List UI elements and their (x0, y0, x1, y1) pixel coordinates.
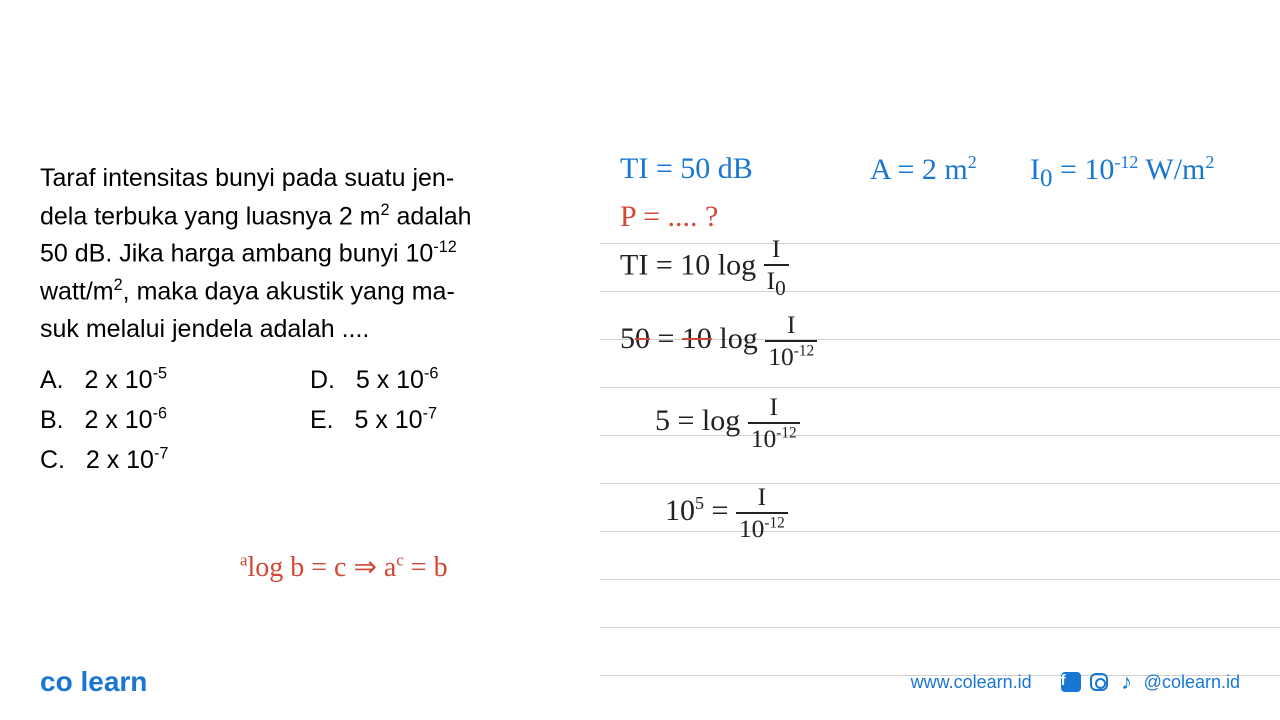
w2-strike0: 0 (635, 322, 650, 355)
option-d: D. 5 x 10-6 (310, 360, 580, 400)
given-a: A = 2 m2 (870, 152, 977, 187)
w2-50: 50 (620, 322, 650, 355)
footer: co learn www.colearn.id f ♪ @colearn.id (0, 666, 1280, 698)
w2-den-sup: -12 (794, 343, 814, 360)
i0-suffix: W/m (1138, 153, 1205, 186)
social-handle: @colearn.id (1144, 672, 1240, 693)
question-text: Taraf intensitas bunyi pada suatu jen- d… (40, 160, 580, 348)
opt-c-base: 2 x 10 (86, 446, 154, 474)
i0-sup: -12 (1114, 152, 1138, 172)
q-line5: suk melalui jendela adalah .... (40, 315, 369, 343)
q-line1: Taraf intensitas bunyi pada suatu jen- (40, 164, 454, 192)
opt-d-base: 5 x 10 (356, 366, 424, 394)
opt-b-label: B. (40, 406, 64, 434)
w2-log: log (712, 322, 765, 355)
options-col-right: D. 5 x 10-6 E. 5 x 10-7 (310, 360, 580, 480)
w3-den-base: 10 (751, 424, 777, 453)
given-a-prefix: A = 2 m (870, 153, 968, 186)
opt-d-exp: -6 (424, 365, 438, 383)
q-line4b: , maka daya akustik yang ma- (123, 277, 455, 305)
social-icons: f ♪ @colearn.id (1060, 671, 1240, 693)
work-line-3: 5 = log I10-12 (655, 392, 800, 454)
opt-e-exp: -7 (423, 405, 437, 423)
w4-prefix: 10 (665, 494, 695, 527)
w4-den-base: 10 (739, 514, 765, 543)
colearn-logo: co learn (40, 666, 147, 698)
opt-c-label: C. (40, 446, 65, 474)
w3-frac: I10-12 (748, 392, 800, 454)
given-i0: I0 = 10-12 W/m2 (1030, 152, 1214, 193)
w4-den-sup: -12 (764, 515, 784, 532)
given-a-sup: 2 (968, 152, 977, 172)
q-sup1: 2 (381, 201, 390, 219)
opt-e-label: E. (310, 406, 334, 434)
logo-prefix: co (40, 666, 73, 697)
i0-prefix: I (1030, 153, 1040, 186)
opt-e-base: 5 x 10 (354, 406, 422, 434)
website-url: www.colearn.id (911, 672, 1032, 693)
formula-sup2: c (396, 551, 403, 570)
i0-mid: = 10 (1053, 153, 1115, 186)
opt-a-exp: -5 (153, 365, 167, 383)
opt-b-base: 2 x 10 (84, 406, 152, 434)
work-line-1: TI = 10 log II0 (620, 234, 789, 301)
paper-line (600, 580, 1280, 628)
w2-strike10: 10 (682, 322, 712, 355)
formula-main: log b = c ⇒ a (247, 552, 396, 583)
question-column: Taraf intensitas bunyi pada suatu jen- d… (40, 160, 600, 584)
given-ti: TI = 50 dB (620, 152, 753, 186)
w1-num: I (764, 234, 789, 266)
formula-suffix: = b (404, 552, 448, 583)
option-c: C. 2 x 10-7 (40, 440, 310, 480)
q-line2b: adalah (390, 202, 472, 230)
w1-den-prefix: I (767, 266, 776, 295)
facebook-icon: f (1060, 671, 1082, 693)
w4-frac: I10-12 (736, 482, 788, 544)
asked-p: P = .... ? (620, 200, 718, 234)
q-line2a: dela terbuka yang luasnya 2 m (40, 202, 381, 230)
q-line3a: 50 dB. Jika harga ambang bunyi 10 (40, 240, 433, 268)
q-sup3: 2 (114, 276, 123, 294)
opt-a-base: 2 x 10 (84, 366, 152, 394)
w2-den-base: 10 (768, 342, 794, 371)
w4-num: I (736, 482, 788, 514)
work-line-2: 50 = 10 log I10-12 (620, 310, 817, 372)
opt-b-exp: -6 (153, 405, 167, 423)
q-line4a: watt/m (40, 277, 114, 305)
w2-eq: = (650, 322, 682, 355)
w3-num: I (748, 392, 800, 424)
w1-den: I0 (764, 266, 789, 301)
w4-den: 10-12 (736, 514, 788, 544)
tiktok-icon: ♪ (1116, 671, 1138, 693)
w1-frac: II0 (764, 234, 789, 301)
options-col-left: A. 2 x 10-5 B. 2 x 10-6 C. 2 x 10-7 (40, 360, 310, 480)
instagram-icon (1088, 671, 1110, 693)
w1-den-sub: 0 (775, 276, 786, 300)
footer-right: www.colearn.id f ♪ @colearn.id (911, 671, 1240, 693)
opt-d-label: D. (310, 366, 335, 394)
opt-a-label: A. (40, 366, 64, 394)
w3-den: 10-12 (748, 424, 800, 454)
w4-eq: = (704, 494, 736, 527)
w2-den: 10-12 (765, 342, 817, 372)
q-sup2: -12 (433, 238, 457, 256)
w2-frac: I10-12 (765, 310, 817, 372)
options-block: A. 2 x 10-5 B. 2 x 10-6 C. 2 x 10-7 D. 5… (40, 360, 580, 480)
option-b: B. 2 x 10-6 (40, 400, 310, 440)
opt-c-exp: -7 (154, 445, 168, 463)
log-formula-note: alog b = c ⇒ ac = b (240, 550, 580, 584)
w4-sup: 5 (695, 493, 704, 513)
w3-den-sup: -12 (776, 425, 796, 442)
option-a: A. 2 x 10-5 (40, 360, 310, 400)
w2-num: I (765, 310, 817, 342)
i0-sup2: 2 (1205, 152, 1214, 172)
i0-sub: 0 (1040, 165, 1053, 192)
logo-suffix: learn (80, 666, 147, 697)
w1-prefix: TI = 10 log (620, 248, 764, 281)
work-line-4: 105 = I10-12 (665, 482, 788, 544)
w3-prefix: 5 = log (655, 404, 748, 437)
option-e: E. 5 x 10-7 (310, 400, 580, 440)
